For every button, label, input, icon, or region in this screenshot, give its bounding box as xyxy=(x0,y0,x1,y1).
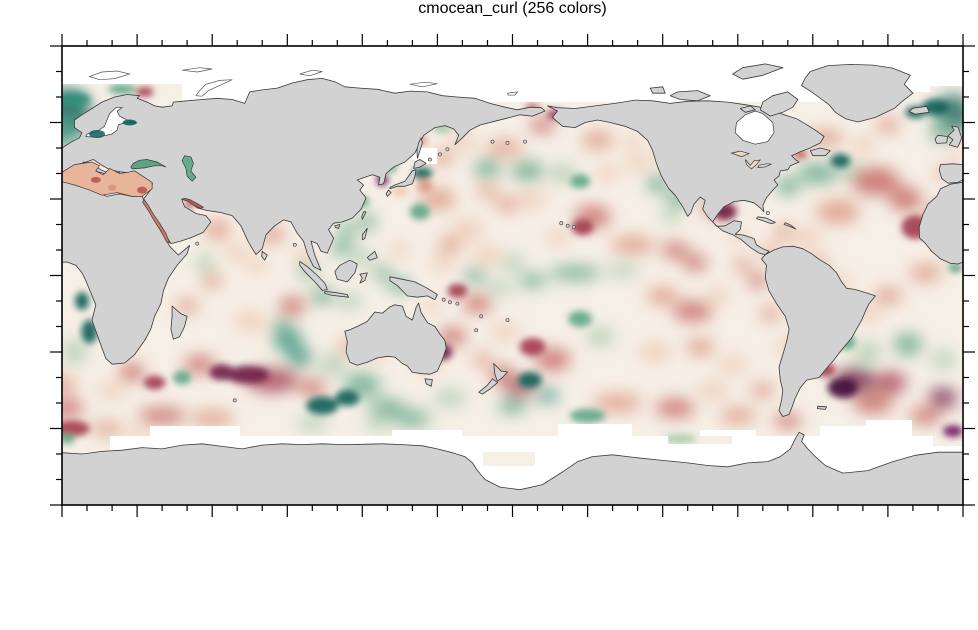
land-south-america xyxy=(761,245,876,417)
great-lake-michigan-huron xyxy=(744,159,762,170)
land-luzon xyxy=(361,227,368,241)
land-banks-is xyxy=(649,86,666,94)
land-victoria-is xyxy=(669,90,711,102)
great-lake-superior xyxy=(730,150,751,158)
axis-ticks xyxy=(50,34,975,517)
land-nz-south xyxy=(478,378,498,395)
land-antarctica xyxy=(62,431,963,505)
land-falklands xyxy=(816,405,827,410)
land-hainan xyxy=(334,224,341,229)
land-australia xyxy=(344,302,447,375)
plot-title: cmocean_curl (256 colors) xyxy=(418,0,607,17)
hudson-bay xyxy=(734,110,775,145)
land-uk xyxy=(947,125,963,148)
land-mindanao xyxy=(366,250,378,261)
land-eurasia xyxy=(62,78,546,271)
land-ireland xyxy=(934,134,948,144)
land-hispaniola xyxy=(783,222,797,230)
land-africa-right xyxy=(918,181,963,265)
land-madagascar xyxy=(170,305,188,340)
land-spain-right xyxy=(938,163,963,184)
land-baffin xyxy=(759,91,799,117)
arctic-islands xyxy=(88,67,519,97)
land-sri-lanka xyxy=(261,250,268,261)
land-japan-kyushu xyxy=(385,189,392,197)
land-southampton xyxy=(739,105,756,113)
land-sulawesi xyxy=(359,272,368,284)
land-newfoundland xyxy=(809,147,831,157)
land-ellesmere xyxy=(732,63,784,80)
black-sea xyxy=(130,159,167,170)
mediterranean-sea xyxy=(62,161,153,197)
persian-gulf xyxy=(181,197,205,209)
land-nz-north xyxy=(493,363,508,382)
land-taiwan xyxy=(361,211,367,220)
land-java xyxy=(324,290,349,298)
great-lake-erie-ontario xyxy=(757,163,772,169)
land-japan-honshu xyxy=(389,169,417,190)
land-new-guinea xyxy=(389,276,438,301)
land-greenland xyxy=(801,64,914,123)
land-tasmania xyxy=(424,378,433,387)
land-sakhalin xyxy=(416,137,423,159)
caspian-sea xyxy=(181,155,197,182)
land-iceland xyxy=(908,106,930,115)
land-sumatra xyxy=(299,261,328,291)
land-japan-hokkaido xyxy=(413,159,427,169)
red-sea xyxy=(142,198,171,244)
land-borneo xyxy=(334,259,358,283)
inland-seas xyxy=(62,107,775,403)
land-cuba xyxy=(756,216,776,225)
baltic-sea xyxy=(85,107,138,138)
